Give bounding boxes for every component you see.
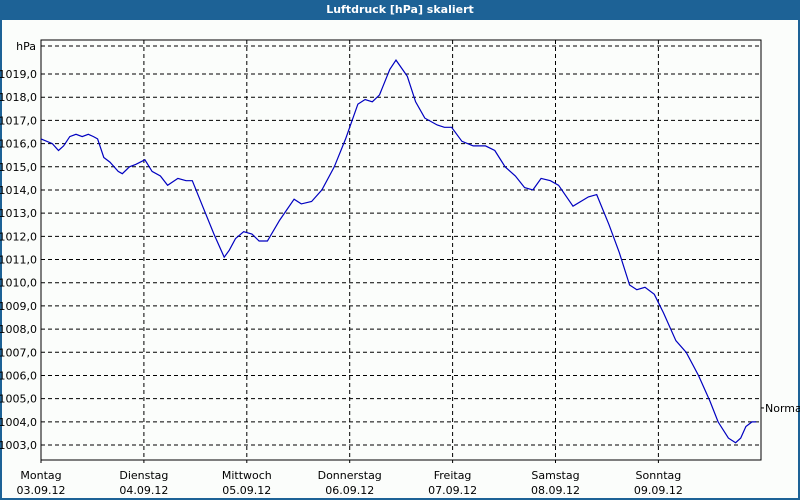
x-tick-date: 06.09.12 (325, 484, 374, 497)
y-tick-label: 1015,0 (0, 161, 37, 174)
x-tick-date: 08.09.12 (531, 484, 580, 497)
y-tick-label: 1008,0 (0, 323, 37, 336)
y-tick-label: 1012,0 (0, 230, 37, 243)
y-tick-label: 1013,0 (0, 207, 37, 220)
y-tick-label: 1007,0 (0, 346, 37, 359)
x-tick-day: Sonntag (636, 469, 682, 482)
y-tick-label: 1009,0 (0, 300, 37, 313)
y-axis: hPa 1019,0 1018,0 1017,0 1016,0 1015,0 1014,0 1… (0, 40, 37, 452)
y-tick-label: 1018,0 (0, 91, 37, 104)
x-tick-date: 03.09.12 (17, 484, 66, 497)
x-axis: Montag 03.09.12 Dienstag 04.09.12 Mittwoch 05… (17, 460, 683, 497)
y-tick-label: 1011,0 (0, 254, 37, 267)
y-tick-label: 1010,0 (0, 277, 37, 290)
y-tick-label: 1014,0 (0, 184, 37, 197)
x-tick-day: Samstag (531, 469, 579, 482)
x-tick-date: 07.09.12 (428, 484, 477, 497)
y-tick-label: 1017,0 (0, 114, 37, 127)
normal-label: Normal (765, 402, 800, 415)
y-tick-label: 1003,0 (0, 439, 37, 452)
y-tick-label: 1019,0 (0, 68, 37, 81)
normal-marker: Normal (761, 402, 800, 415)
y-tick-label: 1004,0 (0, 416, 37, 429)
plot-area-border (40, 39, 762, 461)
y-tick-label: 1005,0 (0, 393, 37, 406)
pressure-line (40, 59, 757, 444)
y-unit-label: hPa (16, 40, 36, 53)
x-tick-date: 09.09.12 (634, 484, 683, 497)
x-tick-day: Dienstag (119, 469, 168, 482)
x-tick-date: 05.09.12 (222, 484, 271, 497)
grid-lines (41, 40, 761, 460)
x-tick-day: Mittwoch (222, 469, 272, 482)
y-tick-label: 1016,0 (0, 138, 37, 151)
x-tick-day: Montag (20, 469, 61, 482)
x-tick-day: Freitag (434, 469, 472, 482)
chart-title: Luftdruck [hPa] skaliert (0, 0, 800, 20)
x-tick-date: 04.09.12 (119, 484, 168, 497)
x-tick-day: Donnerstag (318, 469, 382, 482)
y-tick-label: 1006,0 (0, 369, 37, 382)
